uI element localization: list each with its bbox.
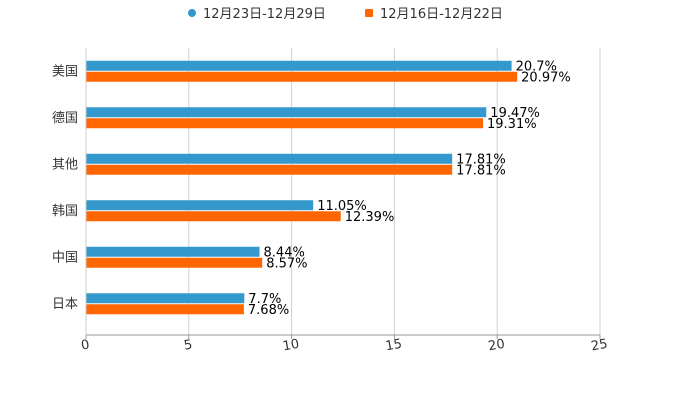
category-label-5: 日本 bbox=[52, 297, 78, 312]
bar-1-5[interactable] bbox=[86, 293, 245, 304]
value-axis: 0 5 10 15 20 25 bbox=[80, 48, 609, 354]
x-tick-label-4: 20 bbox=[487, 337, 506, 355]
legend-marker-series-2 bbox=[365, 9, 373, 17]
data-label-1-4: 8.44% bbox=[264, 245, 305, 260]
data-label-2-3: 12.39% bbox=[345, 210, 395, 225]
category-label-3: 韩国 bbox=[52, 204, 78, 219]
bar-2-0[interactable] bbox=[86, 71, 518, 82]
legend-label-series-1[interactable]: 12月23日-12月29日 bbox=[203, 7, 326, 22]
bar-1-2[interactable] bbox=[86, 153, 453, 164]
bar-2-4[interactable] bbox=[86, 257, 263, 268]
category-label-0: 美国 bbox=[52, 64, 78, 79]
bar-1-1[interactable] bbox=[86, 107, 487, 118]
legend-label-series-2[interactable]: 12月16日-12月22日 bbox=[380, 7, 503, 22]
legend-marker-series-1 bbox=[188, 9, 196, 17]
x-tick-label-5: 25 bbox=[590, 337, 609, 355]
data-label-2-0: 20.97% bbox=[521, 70, 571, 85]
bar-2-2[interactable] bbox=[86, 164, 453, 175]
x-tick-label-0: 0 bbox=[80, 337, 91, 353]
category-label-1: 德国 bbox=[52, 111, 78, 126]
x-tick-label-1: 5 bbox=[183, 337, 194, 353]
x-tick-label-2: 10 bbox=[282, 337, 301, 355]
category-label-4: 中国 bbox=[52, 250, 78, 265]
data-label-1-3: 11.05% bbox=[317, 199, 367, 214]
data-label-1-5: 7.7% bbox=[248, 292, 281, 307]
bar-1-4[interactable] bbox=[86, 246, 260, 257]
data-label-2-1: 19.31% bbox=[487, 117, 537, 132]
category-label-2: 其他 bbox=[52, 157, 78, 172]
bar-2-3[interactable] bbox=[86, 211, 341, 222]
grid bbox=[85, 48, 601, 335]
data-label-1-0: 20.7% bbox=[516, 59, 557, 74]
data-label-2-5: 7.68% bbox=[248, 303, 289, 318]
bar-1-0[interactable] bbox=[86, 60, 512, 71]
data-label-1-2: 17.81% bbox=[456, 152, 506, 167]
bar-2-1[interactable] bbox=[86, 118, 484, 129]
bar-1-3[interactable] bbox=[86, 200, 314, 211]
data-label-1-1: 19.47% bbox=[490, 106, 540, 121]
data-labels: 20.7%20.97% 19.47%19.31% 17.81%17.81% 11.05… bbox=[248, 59, 571, 318]
x-tick-label-3: 15 bbox=[384, 337, 403, 355]
bars bbox=[86, 60, 518, 315]
bar-2-5[interactable] bbox=[86, 304, 244, 315]
legend: 12月23日-12月29日 12月16日-12月22日 bbox=[188, 7, 503, 22]
data-label-2-4: 8.57% bbox=[266, 256, 307, 271]
data-label-2-2: 17.81% bbox=[456, 163, 506, 178]
